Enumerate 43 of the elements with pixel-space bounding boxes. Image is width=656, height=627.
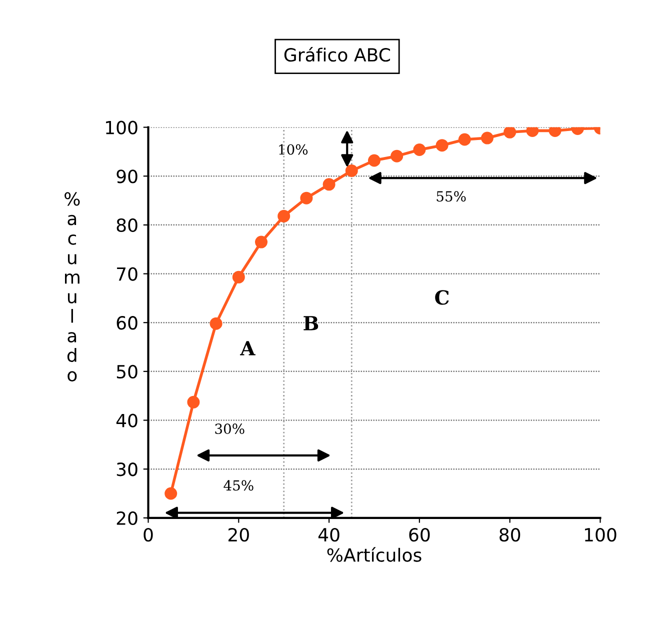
- point: [548, 127, 562, 137]
- point: [526, 127, 539, 137]
- y-tick-label: 30: [116, 462, 138, 476]
- y-tick-label: 70: [117, 267, 138, 281]
- x-tick-label: 100: [584, 528, 616, 542]
- text: %acumulado: [64, 192, 80, 382]
- point: [300, 192, 313, 204]
- y-tick-label: 100: [106, 120, 138, 134]
- annotation: 45%: [224, 480, 254, 491]
- y-tick-label: 40: [116, 414, 138, 428]
- x-tick-label: 0: [144, 528, 153, 542]
- annotation: 30%: [215, 424, 244, 434]
- annotation: 55%: [436, 191, 466, 202]
- point: [255, 236, 268, 248]
- point: [164, 487, 178, 500]
- chart-title: Gráfico ABC: [284, 46, 390, 62]
- annotation: B: [304, 316, 318, 330]
- y-tick-label: 50: [116, 364, 138, 379]
- annotation: A: [240, 341, 256, 356]
- point: [390, 150, 404, 162]
- point: [368, 154, 380, 167]
- point: [480, 132, 494, 144]
- y-tick-label: 20: [116, 511, 138, 526]
- point: [504, 127, 516, 138]
- point: [210, 317, 222, 330]
- x-tick-label: 60: [409, 528, 430, 542]
- x-tick-label: 40: [318, 528, 340, 542]
- y-tick-label: 60: [116, 316, 138, 330]
- annotation: C: [435, 290, 449, 305]
- point: [413, 143, 426, 156]
- x-tick-label: 80: [500, 528, 520, 542]
- point: [187, 396, 200, 408]
- point: [232, 270, 245, 284]
- annotation: 10%: [279, 144, 308, 155]
- y-tick-label: 80: [116, 218, 138, 232]
- point: [345, 164, 358, 177]
- y-tick-label: 90: [116, 170, 138, 184]
- point: [322, 178, 336, 191]
- x-axis-title: %Artículos: [327, 547, 422, 562]
- point: [278, 210, 290, 222]
- point: [436, 139, 448, 152]
- point: [458, 133, 471, 146]
- x-tick-label: 20: [228, 528, 249, 542]
